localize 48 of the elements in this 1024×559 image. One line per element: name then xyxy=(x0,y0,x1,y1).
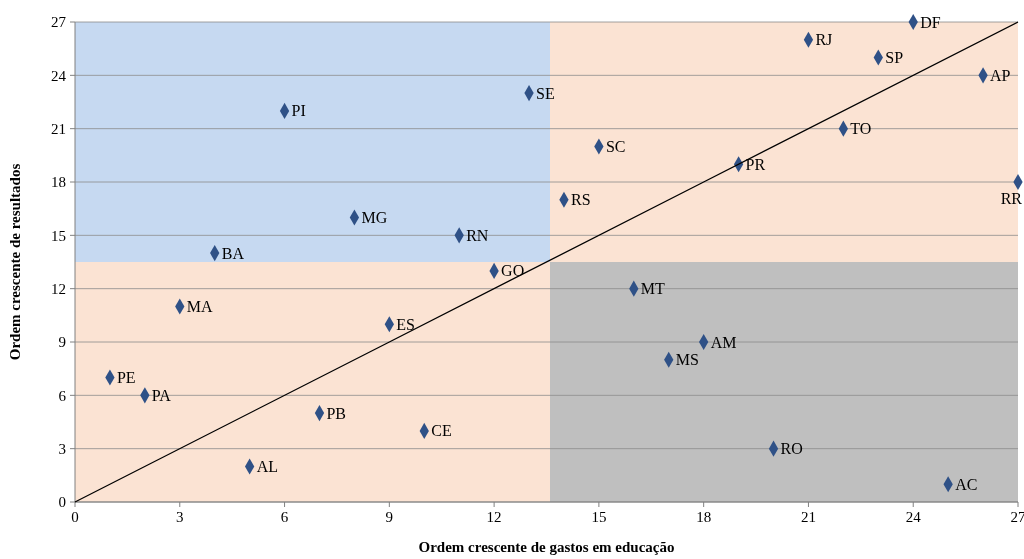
annotation: AM xyxy=(710,333,737,351)
annotation: AP xyxy=(990,66,1011,84)
annotation: DF xyxy=(920,13,941,31)
y-tick-label: 15 xyxy=(51,227,66,244)
x-axis-title: Ordem crescente de gastos em educação xyxy=(418,539,675,555)
annotation: SC xyxy=(605,138,626,156)
annotation: MA xyxy=(186,298,213,316)
x-tick-label: 15 xyxy=(591,509,607,525)
y-axis-title: Ordem crescente de resultados xyxy=(7,163,23,361)
x-tick-label: 3 xyxy=(176,509,184,525)
y-tick-label: 12 xyxy=(51,280,66,297)
annotation: ES xyxy=(396,315,416,333)
x-tick-label: 18 xyxy=(696,509,712,525)
annotation: SE xyxy=(536,84,555,102)
annotation: MG xyxy=(361,209,388,227)
y-tick-label: 6 xyxy=(58,387,67,404)
annotation: PE xyxy=(116,369,136,387)
y-tick-label: 21 xyxy=(51,120,66,137)
annotation: MS xyxy=(675,351,699,369)
y-tick-label: 3 xyxy=(58,440,66,457)
annotation: AC xyxy=(955,475,978,493)
annotation: CE xyxy=(431,422,452,440)
x-tick-label: 9 xyxy=(385,509,394,525)
annotation: MT xyxy=(640,280,666,298)
annotation: PI xyxy=(291,102,306,120)
x-tick-label: 24 xyxy=(905,509,922,525)
y-tick-label: 27 xyxy=(51,14,67,31)
annotation: RO xyxy=(780,440,803,458)
annotation: RR xyxy=(1000,189,1023,207)
x-tick-label: 12 xyxy=(486,509,502,525)
y-tick-label: 24 xyxy=(51,67,67,84)
annotation: AL xyxy=(256,458,278,476)
annotation: RS xyxy=(570,191,591,209)
annotation: RN xyxy=(466,226,489,244)
annotation: PA xyxy=(151,386,172,404)
annotation: PB xyxy=(326,404,347,422)
annotation: BA xyxy=(221,244,245,262)
x-tick-label: 21 xyxy=(800,509,816,525)
y-tick-label: 0 xyxy=(58,494,66,511)
annotation: SP xyxy=(885,49,904,67)
annotation: RJ xyxy=(815,31,833,49)
y-tick-label: 18 xyxy=(51,174,66,191)
y-tick-label: 9 xyxy=(58,334,66,351)
annotation: TO xyxy=(850,120,872,138)
annotation: PR xyxy=(745,155,766,173)
x-tick-label: 0 xyxy=(71,509,79,525)
annotation: GO xyxy=(501,262,525,280)
x-tick-label: 6 xyxy=(280,509,289,525)
